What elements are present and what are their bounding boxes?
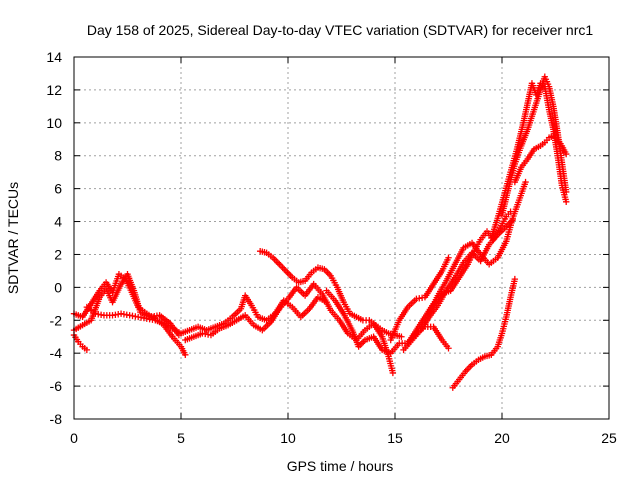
data-point [522,178,529,186]
x-tick-label: 15 [387,430,403,446]
series-8 [387,254,452,344]
data-point [445,345,452,352]
y-tick-label: 14 [46,49,62,65]
series-6 [256,247,405,340]
data-point [563,188,570,196]
y-tick-label: 8 [54,148,62,164]
plot-frame [73,56,610,420]
y-tick-label: 4 [54,214,62,230]
y-tick-label: -6 [50,378,63,394]
chart-title: Day 158 of 2025, Sidereal Day-to-day VTE… [87,22,593,38]
data-point [398,333,405,340]
y-tick-label: -4 [50,345,63,361]
data-point [83,346,91,354]
series-5 [182,280,397,377]
data-point [511,275,519,283]
x-tick-label: 20 [494,430,510,446]
data-point [182,351,189,359]
series-11 [426,178,529,317]
x-tick-label: 0 [70,430,78,446]
data-point [445,254,452,261]
series-14 [511,132,570,186]
x-tick-label: 25 [601,430,617,446]
y-tick-label: 0 [54,279,62,295]
data-point [563,198,570,205]
series-4 [83,292,330,337]
y-tick-label: 12 [46,82,62,98]
y-axis-title: SDTVAR / TECUs [5,182,21,294]
x-tick-label: 5 [177,430,185,446]
data-point [389,369,397,377]
x-axis-title: GPS time / hours [287,458,394,474]
grid [74,57,609,419]
y-tick-label: -8 [50,411,63,427]
data-point [563,150,570,158]
y-tick-label: 6 [54,181,62,197]
y-tick-label: -2 [50,312,63,328]
data-series [70,73,570,391]
series-15 [449,275,519,391]
x-tick-label: 10 [280,430,296,446]
series-10 [400,216,516,354]
axis-ticks: 0 5 10 15 20 25 -8 -6 -4 -2 0 2 4 6 8 10 12 14 [46,49,617,446]
y-tick-label: 10 [46,115,62,131]
y-tick-label: 2 [54,246,62,262]
